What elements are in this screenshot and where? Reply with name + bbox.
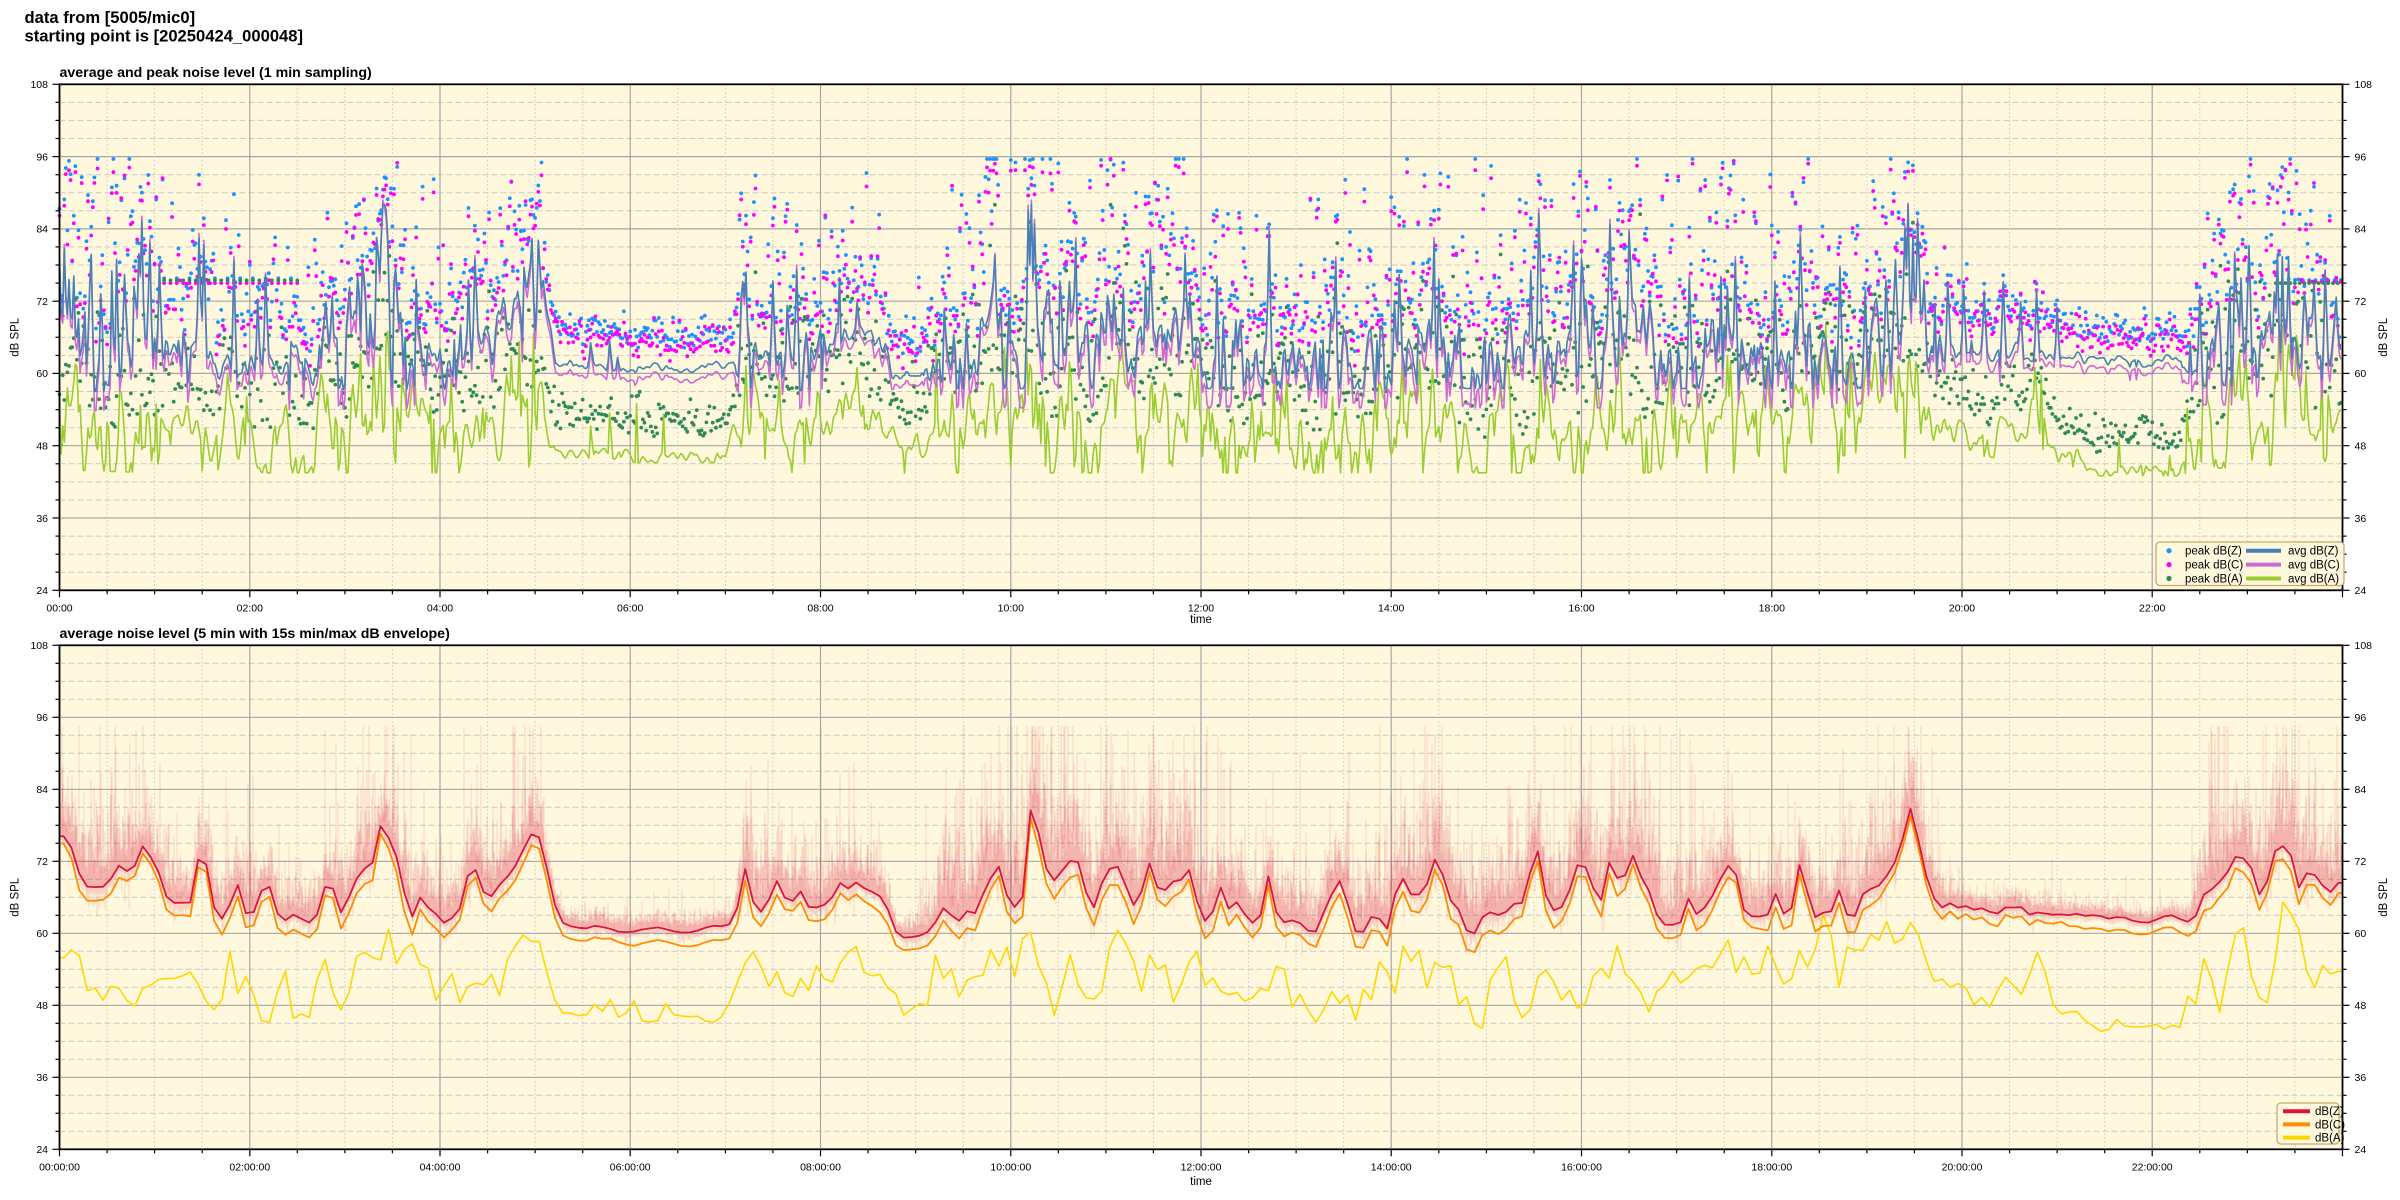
svg-text:data from [5005/mic0]: data from [5005/mic0] (25, 8, 196, 27)
svg-text:14:00: 14:00 (1378, 602, 1404, 614)
svg-text:10:00: 10:00 (998, 602, 1024, 614)
svg-text:02:00: 02:00 (237, 602, 263, 614)
svg-text:84: 84 (2355, 224, 2367, 236)
svg-text:48: 48 (36, 1000, 48, 1012)
svg-text:08:00:00: 08:00:00 (800, 1161, 841, 1173)
svg-text:time: time (1190, 1176, 1212, 1188)
svg-text:12:00: 12:00 (1188, 602, 1214, 614)
svg-text:dB(C): dB(C) (2315, 1119, 2345, 1131)
svg-text:72: 72 (2355, 296, 2367, 308)
svg-text:dB(A): dB(A) (2315, 1133, 2345, 1145)
svg-text:22:00:00: 22:00:00 (2132, 1161, 2173, 1173)
svg-text:36: 36 (36, 1072, 48, 1084)
svg-text:72: 72 (2355, 856, 2367, 868)
svg-text:84: 84 (2355, 784, 2367, 796)
svg-text:avg dB(A): avg dB(A) (2288, 574, 2339, 586)
svg-text:18:00:00: 18:00:00 (1751, 1161, 1792, 1173)
svg-text:22:00: 22:00 (2139, 602, 2165, 614)
svg-text:16:00: 16:00 (1568, 602, 1594, 614)
svg-text:10:00:00: 10:00:00 (990, 1161, 1031, 1173)
svg-text:60: 60 (36, 368, 48, 380)
svg-text:24: 24 (36, 585, 48, 597)
svg-text:24: 24 (36, 1144, 48, 1156)
svg-text:06:00: 06:00 (617, 602, 643, 614)
svg-text:dB SPL: dB SPL (2378, 317, 2390, 357)
svg-text:dB(Z): dB(Z) (2315, 1106, 2344, 1118)
svg-text:02:00:00: 02:00:00 (229, 1161, 270, 1173)
svg-text:starting point is [20250424_00: starting point is [20250424_000048] (25, 27, 304, 46)
svg-text:16:00:00: 16:00:00 (1561, 1161, 1602, 1173)
svg-text:avg dB(C): avg dB(C) (2288, 560, 2340, 572)
svg-text:dB SPL: dB SPL (10, 317, 22, 357)
svg-text:04:00:00: 04:00:00 (420, 1161, 461, 1173)
svg-text:60: 60 (2355, 368, 2367, 380)
svg-text:18:00: 18:00 (1759, 602, 1785, 614)
svg-text:20:00: 20:00 (1949, 602, 1975, 614)
svg-text:96: 96 (36, 151, 48, 163)
svg-text:72: 72 (36, 296, 48, 308)
svg-text:dB SPL: dB SPL (10, 877, 22, 917)
svg-text:peak dB(A): peak dB(A) (2185, 574, 2243, 586)
svg-text:06:00:00: 06:00:00 (610, 1161, 651, 1173)
svg-text:average noise level (5 min wit: average noise level (5 min with 15s min/… (60, 626, 451, 642)
svg-text:24: 24 (2355, 1144, 2367, 1156)
svg-text:peak dB(Z): peak dB(Z) (2185, 546, 2242, 558)
svg-text:48: 48 (2355, 441, 2367, 453)
svg-text:84: 84 (36, 224, 48, 236)
svg-text:04:00: 04:00 (427, 602, 453, 614)
svg-text:time: time (1190, 614, 1212, 626)
svg-text:108: 108 (30, 640, 48, 652)
svg-text:72: 72 (36, 856, 48, 868)
svg-text:84: 84 (36, 784, 48, 796)
svg-text:108: 108 (2355, 79, 2373, 91)
svg-text:08:00: 08:00 (807, 602, 833, 614)
svg-text:24: 24 (2355, 585, 2367, 597)
svg-text:dB SPL: dB SPL (2378, 877, 2390, 917)
svg-text:00:00: 00:00 (46, 602, 72, 614)
svg-text:00:00:00: 00:00:00 (39, 1161, 80, 1173)
svg-text:96: 96 (36, 712, 48, 724)
svg-text:36: 36 (2355, 513, 2367, 525)
svg-text:36: 36 (2355, 1072, 2367, 1084)
svg-text:108: 108 (30, 79, 48, 91)
svg-text:20:00:00: 20:00:00 (1942, 1161, 1983, 1173)
svg-text:60: 60 (36, 928, 48, 940)
svg-text:12:00:00: 12:00:00 (1181, 1161, 1222, 1173)
svg-text:96: 96 (2355, 151, 2367, 163)
svg-text:60: 60 (2355, 928, 2367, 940)
svg-text:avg dB(Z): avg dB(Z) (2288, 546, 2339, 558)
svg-text:96: 96 (2355, 712, 2367, 724)
svg-text:peak dB(C): peak dB(C) (2185, 560, 2243, 572)
svg-text:48: 48 (36, 441, 48, 453)
svg-text:14:00:00: 14:00:00 (1371, 1161, 1412, 1173)
svg-text:48: 48 (2355, 1000, 2367, 1012)
svg-text:108: 108 (2355, 640, 2373, 652)
svg-text:36: 36 (36, 513, 48, 525)
svg-text:average and peak noise level (: average and peak noise level (1 min samp… (60, 65, 373, 81)
